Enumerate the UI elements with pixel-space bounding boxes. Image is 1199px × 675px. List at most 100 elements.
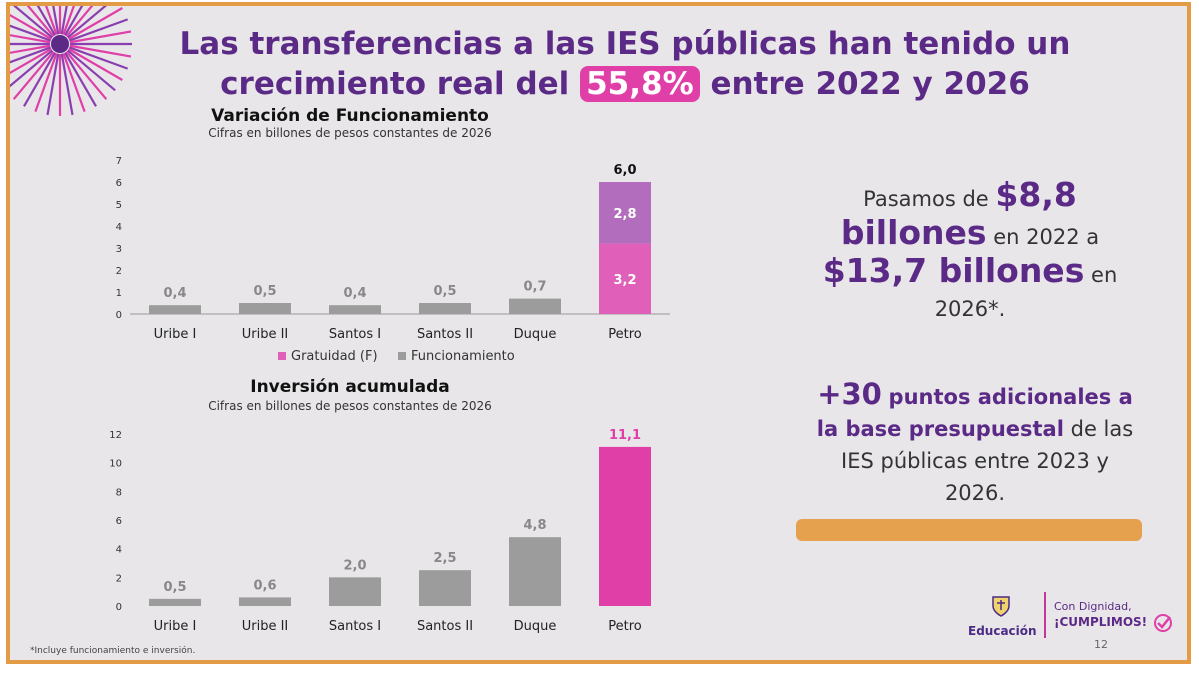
y-tick-label: 2 <box>116 573 122 584</box>
chart2-subtitle: Cifras en billones de pesos constantes d… <box>208 399 492 413</box>
sunburst-ray <box>10 13 52 40</box>
sunburst-ray <box>69 46 129 70</box>
bar-Funcionamiento <box>419 303 471 314</box>
data-label: 6,0 <box>613 163 636 178</box>
sunburst-ray <box>60 6 68 35</box>
sunburst-ray <box>66 49 116 92</box>
sunburst-center <box>51 35 69 53</box>
sunburst-ray <box>62 6 76 35</box>
sunburst-ray <box>13 6 54 39</box>
x-tick-label: Uribe I <box>154 619 197 634</box>
sunburst-ray <box>68 7 123 40</box>
sunburst-ray <box>60 53 74 116</box>
chart1-title: Variación de Funcionamiento <box>211 106 489 126</box>
data-label: 11,1 <box>609 428 641 443</box>
page-title: Las transferencias a las IES públicas ha… <box>150 24 1100 104</box>
x-tick-label: Santos I <box>329 327 381 342</box>
title-line-2-post: entre 2022 y 2026 <box>710 66 1030 102</box>
summary-puntos: +30 puntos adicionales a la base presupu… <box>816 377 1134 505</box>
sunburst-ray <box>69 44 132 58</box>
sunburst-ray <box>66 6 107 39</box>
sunburst-ray <box>10 48 52 75</box>
sunburst-ray <box>34 53 58 113</box>
page-number: 12 <box>1094 638 1108 651</box>
x-tick-label: Duque <box>514 327 557 342</box>
sunburst-ray <box>23 52 56 107</box>
x-tick-label: Petro <box>608 327 642 342</box>
data-label: 2,5 <box>433 551 456 566</box>
bar-Funcionamiento <box>239 303 291 314</box>
bar-Funcionamiento <box>599 182 651 244</box>
sunburst-ray <box>44 6 58 35</box>
data-label: 0,5 <box>253 284 276 299</box>
sunburst-icon <box>10 6 132 116</box>
x-tick-label: Uribe I <box>154 327 197 342</box>
sunburst-ray <box>10 44 51 54</box>
y-tick-label: 4 <box>116 545 122 556</box>
sunburst-ray <box>68 48 123 81</box>
sunburst-ray <box>46 53 60 116</box>
segment-label: 3,2 <box>613 273 636 288</box>
bar-Funcionamiento <box>149 305 201 314</box>
scrollbar[interactable] <box>1188 101 1191 571</box>
bar <box>509 537 561 606</box>
y-tick-label: 6 <box>116 178 122 189</box>
sunburst-ray <box>52 6 60 35</box>
data-label: 0,4 <box>163 286 186 301</box>
sunburst-ray <box>12 50 55 100</box>
decorative-orange-bar <box>796 519 1142 541</box>
chart1-funcionamiento: 0 1 2 3 4 5 6 7 0,4 Uribe I 0,5 Uribe II 0,4 Santos I… <box>116 156 670 364</box>
checkmark-icon <box>1153 614 1172 632</box>
y-tick-label: 12 <box>109 430 122 441</box>
legend-label: Gratuidad (F) <box>291 349 378 364</box>
sunburst-ray <box>10 34 51 44</box>
chart1-subtitle: Cifras en billones de pesos constantes d… <box>208 126 492 140</box>
chart2-inversion: 0 2 4 6 8 10 12 0,5 Uribe I 0,6 Uribe II 2,0 Santos … <box>109 428 651 634</box>
title-line-1: Las transferencias a las IES públicas ha… <box>179 26 1071 62</box>
legend-swatch <box>278 352 286 360</box>
y-tick-label: 0 <box>116 602 122 613</box>
bar <box>149 598 201 606</box>
y-tick-label: 3 <box>116 244 122 255</box>
x-tick-label: Santos II <box>417 327 473 342</box>
y-tick-label: 5 <box>116 200 122 211</box>
x-tick-label: Uribe II <box>242 619 289 634</box>
data-label: 0,4 <box>343 286 366 301</box>
bar-Gratuidad (F) <box>599 243 651 314</box>
bar-Funcionamiento <box>509 298 561 314</box>
sunburst-ray <box>65 50 108 100</box>
y-tick-label: 1 <box>116 288 122 299</box>
bar <box>419 570 471 606</box>
sunburst-ray <box>64 6 84 36</box>
sunburst-ray <box>64 52 97 107</box>
x-tick-label: Duque <box>514 619 557 634</box>
y-tick-label: 0 <box>116 310 122 321</box>
sunburst-ray <box>10 49 54 88</box>
sunburst-ray <box>62 53 86 113</box>
data-label: 0,7 <box>523 280 546 295</box>
bar <box>329 577 381 606</box>
sunburst-ray <box>36 6 56 36</box>
x-tick-label: Santos II <box>417 619 473 634</box>
bar <box>599 446 651 606</box>
educacion-logo-text: Educación <box>968 624 1037 638</box>
data-label: 2,0 <box>343 558 366 573</box>
data-label: 0,6 <box>253 578 276 593</box>
x-tick-label: Uribe II <box>242 327 289 342</box>
sunburst-ray <box>69 18 129 42</box>
data-label: 0,5 <box>433 284 456 299</box>
y-tick-label: 4 <box>116 222 122 233</box>
legend-label: Funcionamiento <box>411 349 515 364</box>
data-label: 0,5 <box>163 580 186 595</box>
x-tick-label: Santos I <box>329 619 381 634</box>
educacion-logo: Educación <box>968 594 1037 638</box>
sunburst-ray <box>65 6 94 38</box>
sunburst-ray <box>10 46 51 64</box>
coat-of-arms-icon <box>992 596 1010 617</box>
y-tick-label: 7 <box>116 156 122 167</box>
bar <box>239 597 291 606</box>
y-tick-label: 2 <box>116 266 122 277</box>
x-tick-label: Petro <box>608 619 642 634</box>
bar-Funcionamiento <box>329 305 381 314</box>
chart2-title: Inversión acumulada <box>250 377 450 397</box>
